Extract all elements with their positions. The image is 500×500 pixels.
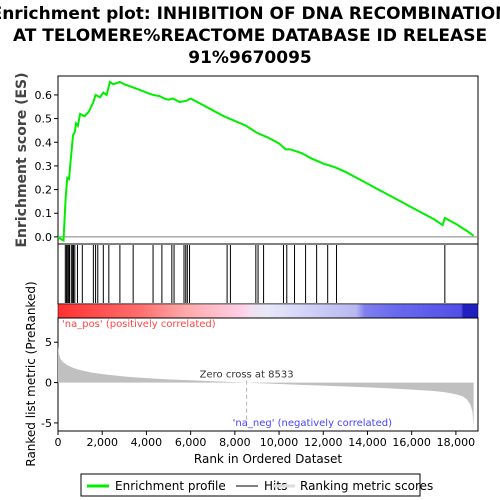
x-tick-label: 18,000 [437,436,476,449]
es-ytick-label: 0.3 [35,160,53,173]
metric-panel: Zero cross at 8533 'na_pos' (positively … [24,281,479,467]
x-tick-label: 2,000 [86,436,118,449]
metric-panel-frame [57,317,479,432]
x-axis-label: Rank in Ordered Dataset [194,452,342,466]
legend: Enrichment profile Hits Ranking metric s… [80,473,433,497]
x-tick-label: 10,000 [260,436,299,449]
es-ytick-label: 0.4 [35,136,53,149]
metric-ytick-label: 5 [45,336,52,349]
legend-label-enrichment: Enrichment profile [115,479,226,493]
x-tick-label: 14,000 [348,436,387,449]
es-axis-label: Enrichment score (ES) [14,72,30,247]
enrichment-panel-frame [57,75,479,245]
x-tick-label: 12,000 [304,436,343,449]
hit-lines [64,245,446,303]
rank-color-bar [57,303,479,319]
x-tick-label: 0 [55,436,62,449]
x-tick-label: 8,000 [219,436,251,449]
negative-correlation-label: 'na_neg' (negatively correlated) [233,418,392,429]
es-ytick-label: 0.6 [35,89,53,102]
metric-ytick-label: -5 [41,417,52,430]
hits-panel-frame [57,243,479,305]
title-line-1: Enrichment plot: INHIBITION OF DNA RECOM… [0,4,500,24]
x-tick-label: 16,000 [392,436,431,449]
metric-ytick-label: 0 [45,377,52,390]
x-axis-ticks: 0 2,000 4,000 6,000 8,000 10,000 12,000 14,000 1… [55,431,476,449]
es-ytick-label: 0.0 [35,231,53,244]
positive-correlation-label: 'na_pos' (positively correlated) [62,319,216,330]
enrichment-profile-line [57,80,475,243]
title-line-2: AT TELOMERE%REACTOME DATABASE ID RELEASE [13,26,487,46]
es-ytick-label: 0.1 [35,207,53,220]
hits-panel [57,243,479,319]
es-ytick-label: 0.2 [35,184,53,197]
es-ytick-label: 0.5 [35,113,53,126]
legend-label-metric: Ranking metric scores [300,479,433,493]
chart-title: Enrichment plot: INHIBITION OF DNA RECOM… [0,4,500,68]
enrichment-panel: 0.0 0.1 0.2 0.3 0.4 0.5 0.6 Enrichment score (… [14,72,479,248]
x-tick-label: 6,000 [175,436,207,449]
metric-yaxis-ticks: -5 0 5 [41,336,58,430]
x-tick-label: 4,000 [131,436,163,449]
zero-cross-label: Zero cross at 8533 [200,370,294,381]
metric-axis-label: Ranked list metric (PreRanked) [24,281,38,466]
es-yaxis-ticks: 0.0 0.1 0.2 0.3 0.4 0.5 0.6 [35,89,58,244]
title-line-3: 91%9670095 [188,48,312,68]
ranking-metric-area [58,346,474,427]
